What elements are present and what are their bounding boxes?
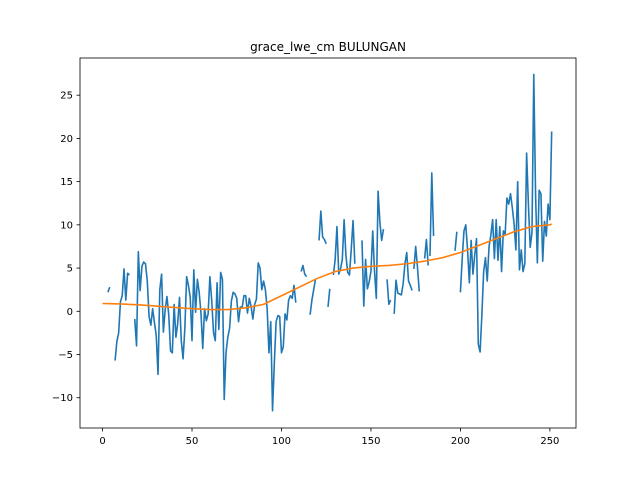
x-tick-label: 150 [361, 436, 380, 447]
x-tick-label: 200 [451, 436, 470, 447]
series-1 [107, 250, 231, 401]
series-line-segment [429, 172, 435, 256]
x-tick-label: 0 [99, 436, 105, 447]
series-line-segment [318, 210, 327, 245]
y-tick-label: −5 [58, 350, 73, 361]
series-line-segment [327, 288, 331, 308]
series-line-segment [309, 279, 317, 315]
x-tick-label: 100 [272, 436, 291, 447]
series-2 [228, 172, 435, 412]
series-line-segment [361, 190, 385, 307]
series-line-segment [423, 238, 429, 266]
series-line-segment [133, 250, 231, 401]
x-tick-label: 250 [540, 436, 559, 447]
y-tick-label: −10 [52, 393, 73, 404]
series-4 [102, 223, 553, 311]
chart-title: grace_lwe_cm BULUNGAN [250, 40, 406, 54]
axes-frame [79, 57, 577, 429]
series-line-segment [300, 264, 308, 278]
series-line-segment [102, 223, 553, 311]
x-axis-ticks: 0 50 100 150 200 250 [99, 428, 559, 447]
series-line-segment [386, 279, 392, 306]
series-line-segment [332, 218, 356, 276]
series-line-segment [454, 231, 458, 251]
y-tick-label: 5 [67, 264, 73, 275]
x-tick-label: 50 [186, 436, 199, 447]
y-tick-label: 25 [60, 91, 73, 102]
series-line-segment [114, 268, 130, 361]
series-line-segment [393, 251, 413, 314]
series-line-segment [228, 262, 297, 412]
series-line-segment [413, 245, 421, 292]
series-layer [102, 73, 553, 412]
series-line-segment [107, 286, 111, 293]
y-tick-label: 0 [67, 307, 73, 318]
y-tick-label: 20 [60, 134, 73, 145]
y-tick-label: 10 [60, 220, 73, 231]
y-tick-label: 15 [60, 177, 73, 188]
y-axis-ticks: −10 −5 0 5 10 15 20 25 [52, 91, 80, 404]
